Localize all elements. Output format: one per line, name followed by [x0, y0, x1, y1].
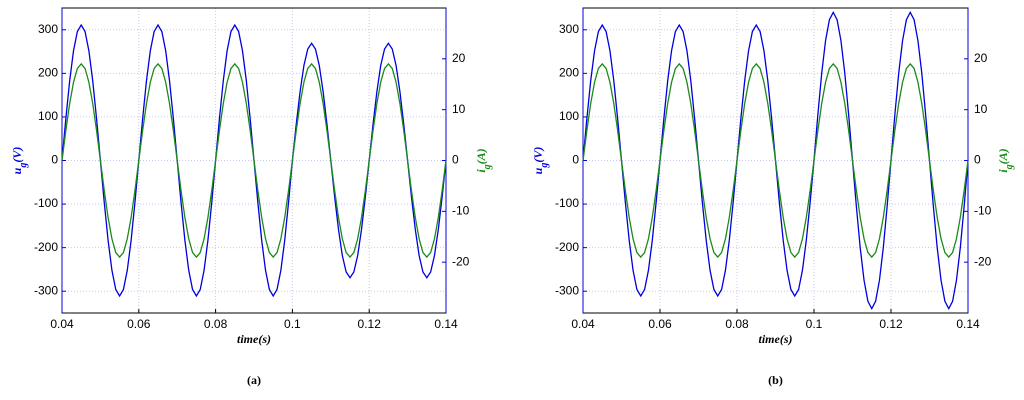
y-tick-label: 200 — [559, 66, 579, 80]
y2-tick-label: 0 — [974, 153, 981, 167]
y2-axis-label: ig(A) — [474, 148, 493, 172]
y-axis-label-part: g — [539, 163, 550, 169]
y-axis-label-part: (V) — [531, 147, 545, 163]
y-axis-label-part: u — [531, 167, 545, 174]
x-tick-label: 0.12 — [358, 317, 382, 331]
y-axis-label-part: (V) — [10, 147, 24, 163]
y2-axis-label: ig(A) — [996, 148, 1015, 172]
y-tick-label: -200 — [555, 240, 579, 254]
y-tick-label: 300 — [38, 22, 58, 36]
x-tick-label: 0.1 — [284, 317, 301, 331]
y2-axis-label-part: g — [1004, 164, 1015, 170]
y2-tick-label: -20 — [452, 254, 470, 268]
x-tick-label: 0.14 — [956, 317, 980, 331]
data-line — [582, 62, 969, 259]
y2-tick-label: -20 — [974, 254, 992, 268]
y2-axis-label-part: (A) — [996, 148, 1010, 164]
y2-tick-label: 0 — [452, 153, 459, 167]
y-axis-label: ug(V) — [10, 147, 29, 175]
x-tick-label: 0.1 — [806, 317, 823, 331]
y-tick-label: 0 — [572, 153, 579, 167]
x-axis-label: time(s) — [237, 332, 271, 346]
y2-axis-label-part: i — [474, 169, 488, 173]
y-tick-label: 200 — [38, 66, 58, 80]
y-tick-label: 0 — [51, 153, 58, 167]
data-line — [61, 62, 447, 259]
y2-axis-label-part: i — [996, 169, 1010, 173]
y2-tick-label: -10 — [452, 204, 470, 218]
y-tick-label: -200 — [34, 240, 58, 254]
y-tick-label: 300 — [559, 22, 579, 36]
panel-caption: (b) — [768, 373, 783, 387]
x-tick-label: 0.06 — [648, 317, 672, 331]
y-tick-label: -300 — [34, 283, 58, 297]
y2-tick-label: -10 — [974, 204, 992, 218]
x-tick-label: 0.14 — [434, 317, 458, 331]
y2-axis-label-part: (A) — [474, 148, 488, 164]
y2-axis-label-part: g — [482, 164, 493, 170]
y-axis-label: ug(V) — [531, 147, 550, 175]
y2-tick-label: 10 — [974, 102, 988, 116]
x-tick-label: 0.04 — [571, 317, 595, 331]
x-tick-label: 0.08 — [204, 317, 228, 331]
panel-caption: (a) — [247, 373, 261, 387]
y-axis-label-part: u — [10, 167, 24, 174]
y2-tick-label: 10 — [452, 102, 466, 116]
y-axis-label-part: g — [18, 163, 29, 169]
y2-tick-label: 20 — [452, 51, 466, 65]
x-tick-label: 0.06 — [127, 317, 151, 331]
y2-tick-label: 20 — [974, 51, 988, 65]
y-tick-label: -100 — [555, 196, 579, 210]
x-tick-label: 0.04 — [50, 317, 74, 331]
y-tick-label: 100 — [559, 109, 579, 123]
y-tick-label: 100 — [38, 109, 58, 123]
y-tick-label: -100 — [34, 196, 58, 210]
y-tick-label: -300 — [555, 283, 579, 297]
x-tick-label: 0.12 — [879, 317, 903, 331]
x-tick-label: 0.08 — [725, 317, 749, 331]
x-axis-label: time(s) — [759, 332, 793, 346]
